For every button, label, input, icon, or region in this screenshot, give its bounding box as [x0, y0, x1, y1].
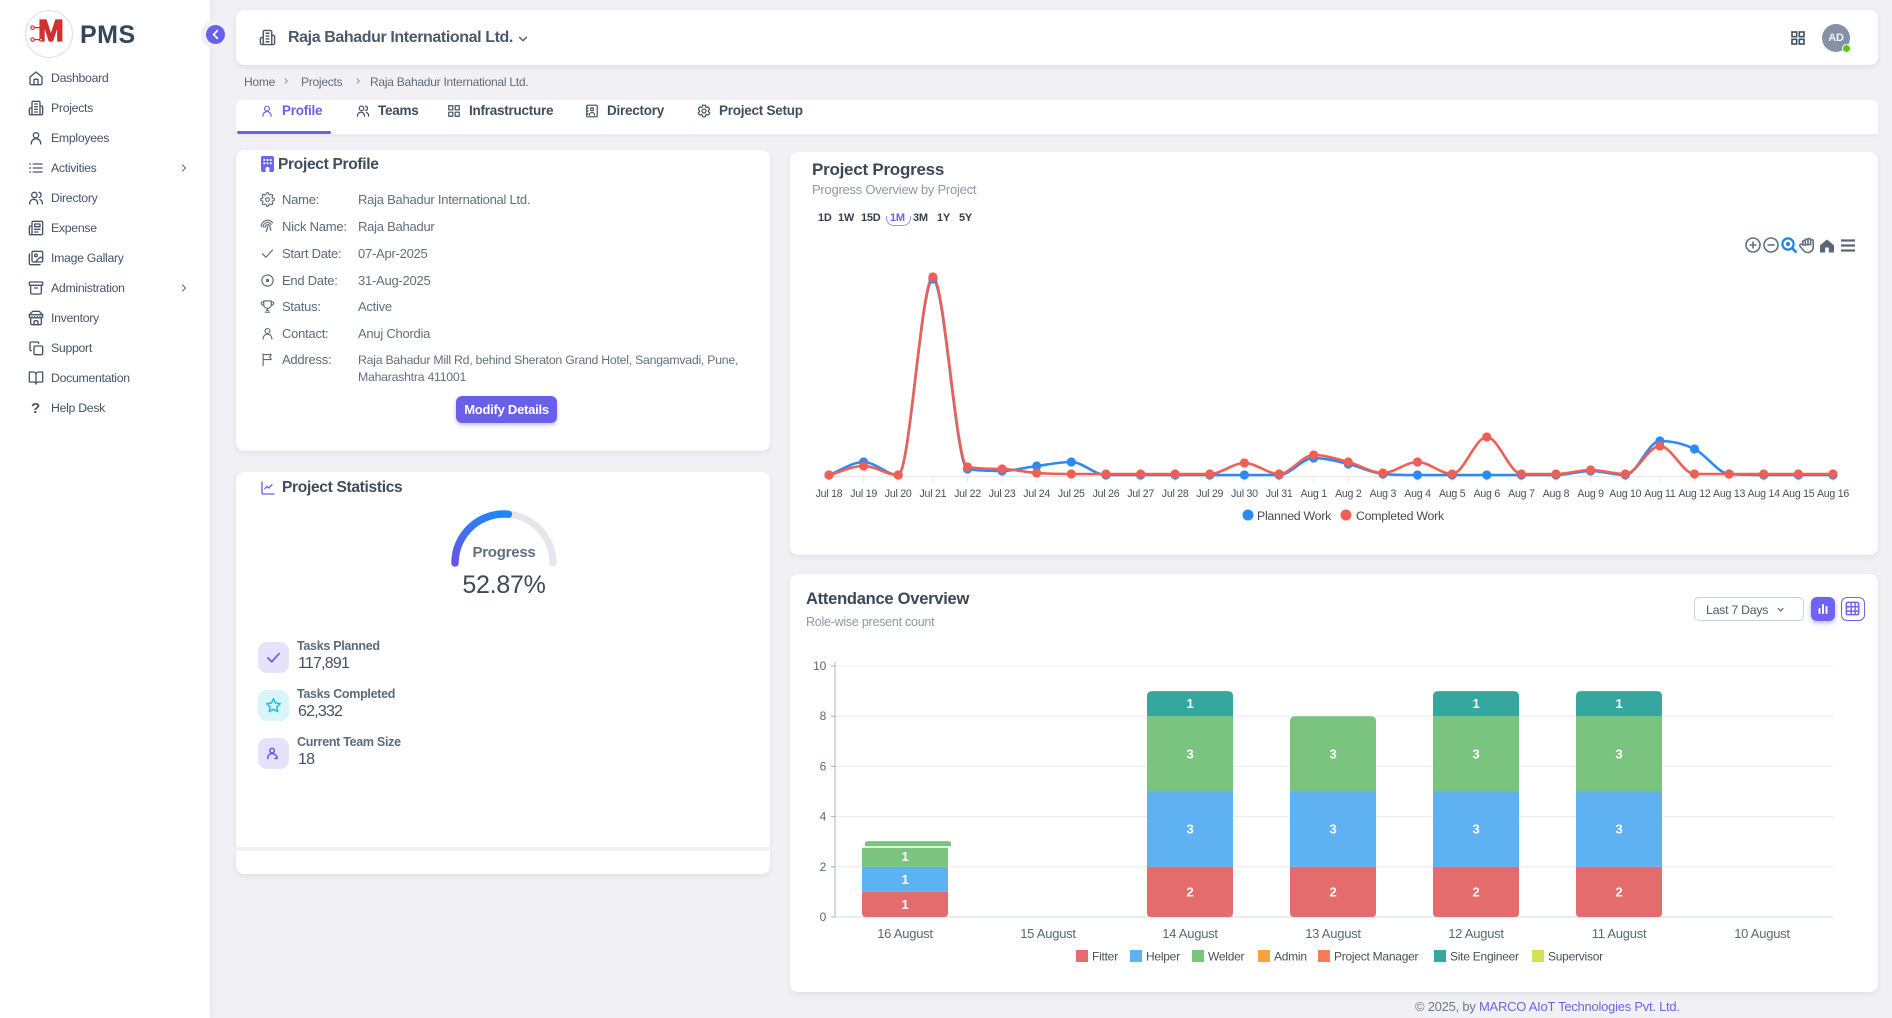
svg-text:Aug 5: Aug 5: [1439, 488, 1466, 500]
svg-text:3: 3: [1616, 746, 1623, 761]
svg-text:3: 3: [1330, 746, 1337, 761]
svg-text:Aug 4: Aug 4: [1404, 488, 1431, 500]
svg-text:Jul 18: Jul 18: [816, 488, 843, 500]
svg-text:Jul 23: Jul 23: [989, 488, 1016, 500]
svg-text:10: 10: [813, 659, 826, 673]
svg-text:1: 1: [1616, 696, 1623, 711]
svg-text:3: 3: [1187, 822, 1194, 837]
svg-text:Jul 27: Jul 27: [1127, 488, 1154, 500]
svg-text:Jul 22: Jul 22: [954, 488, 981, 500]
svg-text:11 August: 11 August: [1592, 926, 1647, 941]
svg-text:12 August: 12 August: [1448, 926, 1504, 941]
svg-text:Aug 6: Aug 6: [1474, 488, 1501, 500]
svg-text:Aug 14: Aug 14: [1748, 488, 1780, 500]
svg-text:2: 2: [1187, 884, 1194, 899]
svg-text:Helper: Helper: [1146, 950, 1180, 964]
svg-text:0: 0: [820, 910, 827, 924]
svg-text:Aug 13: Aug 13: [1713, 488, 1745, 500]
svg-text:1: 1: [902, 897, 909, 912]
svg-text:1: 1: [902, 872, 909, 887]
svg-text:Aug 11: Aug 11: [1644, 488, 1676, 500]
svg-text:3: 3: [1330, 822, 1337, 837]
svg-text:Jul 26: Jul 26: [1093, 488, 1120, 500]
svg-text:Fitter: Fitter: [1092, 950, 1118, 964]
svg-text:Planned Work: Planned Work: [1257, 509, 1332, 523]
svg-text:3: 3: [1616, 822, 1623, 837]
svg-text:Aug 9: Aug 9: [1577, 488, 1604, 500]
svg-text:Jul 21: Jul 21: [920, 488, 947, 500]
svg-text:Supervisor: Supervisor: [1548, 950, 1603, 964]
svg-text:3: 3: [1473, 746, 1480, 761]
svg-text:1: 1: [1473, 696, 1480, 711]
svg-text:16 August: 16 August: [877, 926, 933, 941]
svg-text:2: 2: [1330, 884, 1337, 899]
svg-text:1: 1: [902, 849, 909, 864]
svg-text:Aug 1: Aug 1: [1300, 488, 1327, 500]
svg-text:1: 1: [1187, 696, 1194, 711]
svg-text:3: 3: [1187, 746, 1194, 761]
svg-text:Aug 2: Aug 2: [1335, 488, 1362, 500]
svg-text:Aug 3: Aug 3: [1370, 488, 1397, 500]
svg-text:Jul 19: Jul 19: [850, 488, 877, 500]
svg-text:2: 2: [820, 860, 827, 874]
svg-text:Jul 30: Jul 30: [1231, 488, 1258, 500]
svg-text:Aug 15: Aug 15: [1782, 488, 1814, 500]
svg-text:Jul 20: Jul 20: [885, 488, 912, 500]
svg-text:10 August: 10 August: [1734, 926, 1790, 941]
svg-text:Aug 12: Aug 12: [1678, 488, 1710, 500]
svg-text:Jul 25: Jul 25: [1058, 488, 1085, 500]
svg-text:Aug 16: Aug 16: [1817, 488, 1849, 500]
svg-text:8: 8: [820, 709, 827, 723]
svg-text:Jul 29: Jul 29: [1196, 488, 1223, 500]
svg-text:2: 2: [1473, 884, 1480, 899]
svg-text:Jul 28: Jul 28: [1162, 488, 1189, 500]
svg-text:Completed Work: Completed Work: [1356, 509, 1445, 523]
svg-text:3: 3: [1473, 822, 1480, 837]
svg-text:13 August: 13 August: [1305, 926, 1361, 941]
svg-text:Welder: Welder: [1208, 950, 1245, 964]
svg-text:Site Engineer: Site Engineer: [1450, 950, 1519, 964]
svg-text:2: 2: [1616, 884, 1623, 899]
svg-text:Aug 10: Aug 10: [1609, 488, 1641, 500]
svg-text:Project Manager: Project Manager: [1334, 950, 1419, 964]
svg-text:Admin: Admin: [1274, 950, 1307, 964]
svg-text:6: 6: [820, 759, 827, 773]
svg-text:Aug 8: Aug 8: [1543, 488, 1570, 500]
svg-text:Aug 7: Aug 7: [1508, 488, 1535, 500]
svg-text:Jul 31: Jul 31: [1266, 488, 1293, 500]
svg-text:14 August: 14 August: [1162, 926, 1218, 941]
svg-text:4: 4: [820, 810, 827, 824]
svg-text:Jul 24: Jul 24: [1023, 488, 1050, 500]
svg-text:15 August: 15 August: [1020, 926, 1076, 941]
